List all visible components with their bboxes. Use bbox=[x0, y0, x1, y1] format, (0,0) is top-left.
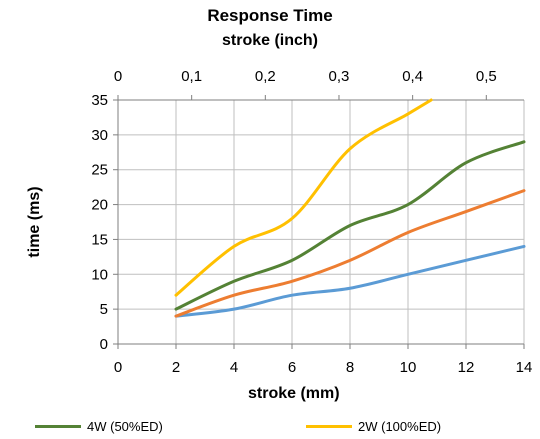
y-tick-label: 30 bbox=[91, 127, 108, 144]
x-tick-label: 4 bbox=[230, 359, 238, 376]
top-tick-label: 0,4 bbox=[402, 68, 423, 85]
y-tick-label: 10 bbox=[91, 266, 108, 283]
y-tick-label: 0 bbox=[100, 336, 108, 353]
y-axis-label: time (ms) bbox=[26, 186, 43, 258]
top-axis-label: stroke (inch) bbox=[221, 32, 318, 49]
axes bbox=[113, 95, 525, 349]
y-tick-label: 35 bbox=[91, 92, 108, 109]
tick-labels: 0 5 10 15 20 25 30 35 0 2 4 6 8 10 12 14 0 0,1 0,2 0,3 0,4 0,… bbox=[91, 68, 532, 376]
top-tick-label: 0,2 bbox=[255, 68, 276, 85]
series-lines bbox=[174, 98, 526, 318]
series-line-2 bbox=[174, 189, 526, 318]
y-tick-label: 15 bbox=[91, 231, 108, 248]
x-tick-label: 2 bbox=[172, 359, 180, 376]
y-tick-label: 25 bbox=[91, 162, 108, 179]
top-tick-label: 0,5 bbox=[476, 68, 497, 85]
series-line-4 bbox=[174, 98, 433, 297]
legend-label: 4W (50%ED) bbox=[87, 419, 163, 434]
legend-item-2w: 2W (100%ED) bbox=[306, 419, 441, 434]
legend-label: 2W (100%ED) bbox=[358, 419, 442, 434]
top-tick-label: 0 bbox=[114, 68, 122, 85]
legend-swatch bbox=[35, 425, 81, 428]
legend-item-4w: 4W (50%ED) bbox=[35, 419, 163, 434]
series-line-3 bbox=[174, 140, 526, 311]
x-tick-label: 14 bbox=[516, 359, 533, 376]
top-tick-label: 0,1 bbox=[181, 68, 202, 85]
top-tick-label: 0,3 bbox=[329, 68, 350, 85]
gridlines bbox=[117, 99, 525, 345]
legend-swatch bbox=[306, 425, 352, 428]
y-tick-label: 20 bbox=[91, 197, 108, 214]
x-tick-label: 6 bbox=[288, 359, 296, 376]
x-tick-label: 12 bbox=[458, 359, 475, 376]
x-axis-label: stroke (mm) bbox=[248, 385, 340, 402]
x-tick-label: 0 bbox=[114, 359, 122, 376]
series-line-1 bbox=[174, 244, 526, 318]
chart-title: Response Time bbox=[207, 6, 333, 25]
x-tick-label: 8 bbox=[346, 359, 354, 376]
y-tick-label: 5 bbox=[100, 301, 108, 318]
x-tick-label: 10 bbox=[400, 359, 417, 376]
